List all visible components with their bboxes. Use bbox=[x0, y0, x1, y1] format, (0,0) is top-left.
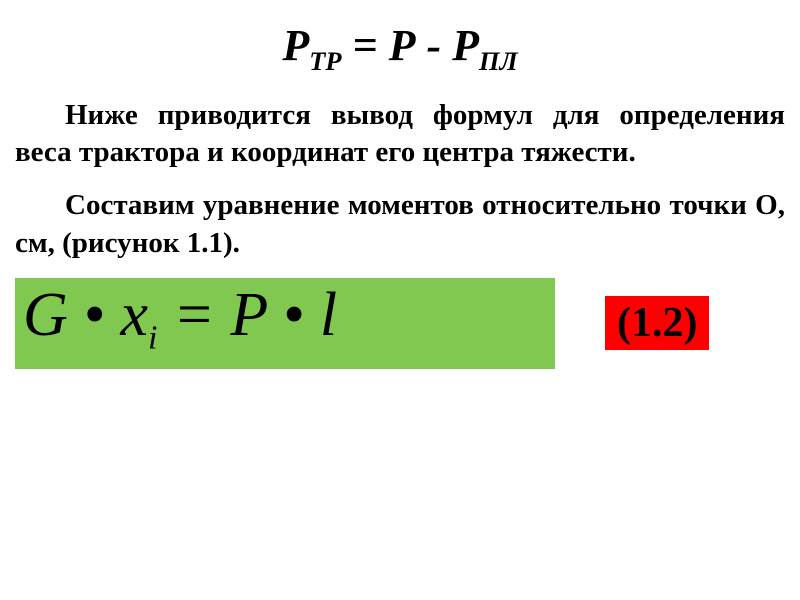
paragraph-1: Ниже приводится вывод формул для определ… bbox=[15, 97, 785, 172]
paragraph-2: Составим уравнение моментов относительно… bbox=[15, 187, 785, 262]
var-p3: Р bbox=[452, 21, 479, 70]
equation-number: (1.2) bbox=[605, 296, 709, 350]
var-l: l bbox=[320, 281, 337, 349]
slide-container: РТР = Р - РПЛ Ниже приводится вывод форм… bbox=[0, 0, 800, 369]
equation-box: G • xi = P • l bbox=[15, 278, 555, 369]
subscript-pl: ПЛ bbox=[479, 46, 518, 76]
equation-row: G • xi = P • l (1.2) bbox=[15, 278, 785, 369]
var-p: Р bbox=[282, 21, 309, 70]
var-g: G bbox=[23, 281, 68, 349]
subscript-tr: ТР bbox=[309, 46, 341, 76]
var-p2: Р bbox=[389, 21, 416, 70]
subscript-i: i bbox=[148, 319, 157, 356]
formula-top: РТР = Р - РПЛ bbox=[15, 20, 785, 77]
var-p-eq: P bbox=[230, 281, 267, 349]
minus-sign: - bbox=[415, 21, 452, 70]
dot-2: • bbox=[267, 281, 320, 349]
equals-sign: = bbox=[341, 21, 388, 70]
var-x: x bbox=[121, 281, 149, 349]
equals-2: = bbox=[158, 281, 231, 349]
dot-1: • bbox=[68, 281, 121, 349]
